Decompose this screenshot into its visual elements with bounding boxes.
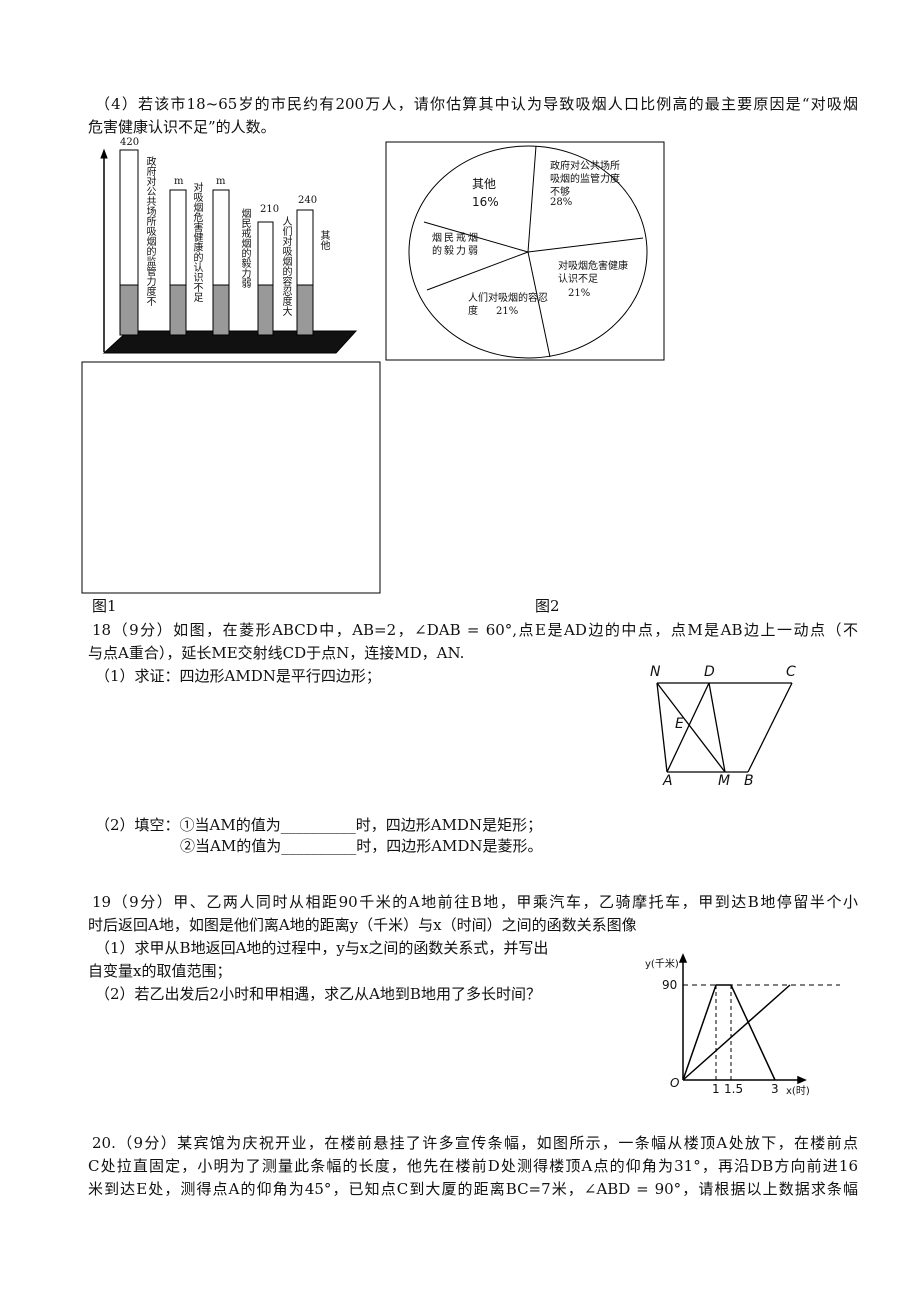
point-label: B: [744, 773, 754, 789]
tick-label: 3: [771, 1082, 779, 1096]
point-label: A: [663, 773, 673, 789]
blank-box: [81, 361, 381, 594]
rhombus-figure: [656, 682, 793, 773]
bar-category: 烟民戒烟的毅力弱: [239, 208, 250, 288]
slice-label: 政府对公共场所吸烟的监管力度不够: [550, 161, 620, 198]
bar-value: m: [216, 176, 226, 187]
slice-label: 对吸烟危害健康认识不足: [558, 261, 628, 285]
pie-figure: [385, 141, 665, 361]
bar-value: 240: [298, 195, 318, 206]
point-label: N: [650, 664, 661, 680]
text-line: 米到达E处，测得点A的仰角为45°，已知点C到大厦的距离BC=7米，∠ABD =…: [88, 1180, 858, 1198]
slice-label: 人们对吸烟的容忍度: [468, 293, 548, 317]
slice-percent: 28%: [550, 197, 573, 208]
text-line: 自变量x的取值范围；: [88, 962, 232, 980]
text-line: （1）求甲从B地返回A地的过程中，y与x之间的函数关系式，并写出: [95, 939, 549, 957]
slice-percent: 16%: [472, 195, 499, 209]
origin-label: O: [670, 1076, 680, 1090]
text-line: 危害健康认识不足”的人数。: [88, 118, 276, 136]
axis-label: x(时): [786, 1086, 810, 1097]
bar-category: 人们对吸烟的容忍度大: [280, 216, 291, 316]
tick-label: 1.5: [724, 1082, 744, 1096]
bar-category: 政府对公共场所吸烟的监管力度不: [144, 156, 155, 306]
point-label: D: [704, 664, 715, 680]
axis-label: y(千米): [645, 959, 679, 970]
text-line: 18（9分）如图，在菱形ABCD中，AB=2，∠DAB = 60°,点E是AD边…: [92, 621, 858, 639]
text-line: （2）填空：①当AM的值为__________时，四边形AMDN是矩形；: [95, 816, 543, 834]
figure-caption: 图2: [535, 597, 560, 615]
slice-percent: 21%: [568, 288, 591, 299]
text-line: 19（9分）甲、乙两人同时从相距90千米的A地前往B地，甲乘汽车，乙骑摩托车，甲…: [92, 893, 858, 911]
tick-label: 90: [662, 978, 678, 992]
text-line: （2）若乙出发后2小时和甲相遇，求乙从A地到B地用了多长时间？: [95, 985, 541, 1003]
point-label: C: [786, 664, 796, 680]
text-line: 时后返回A地，如图是他们离A地的距离y（千米）与x（时间）之间的函数关系图像: [88, 916, 637, 934]
bar-category: 对吸烟危害健康的认识不足: [191, 182, 202, 302]
slice-percent: 21%: [496, 306, 519, 317]
text-line: （1）求证：四边形AMDN是平行四边形；: [95, 667, 381, 685]
text-line: C处拉直固定，小明为了测量此条幅的长度，他先在楼前D处测得楼顶A点的仰角为31°…: [88, 1157, 858, 1175]
figure-caption: 图1: [92, 597, 117, 615]
text-line: （4）若该市18~65岁的市民约有200万人，请你估算其中认为导致吸烟人口比例高…: [95, 95, 858, 113]
bar-value: 420: [120, 137, 140, 148]
text-line: 与点A重合），延长ME交射线CD于点N，连接MD，AN.: [88, 644, 465, 662]
tick-label: 1: [712, 1082, 720, 1096]
bar-value: 210: [260, 204, 280, 215]
bar-category: 其他: [318, 230, 329, 250]
slice-label: 其他: [472, 177, 497, 191]
function-graph: [678, 953, 840, 1085]
point-label: M: [718, 773, 731, 789]
point-label: E: [675, 716, 684, 732]
bar-value: m: [174, 176, 184, 187]
slice-label: 烟民戒烟的毅力弱: [432, 233, 480, 257]
text-line: 20.（9分）某宾馆为庆祝开业，在楼前悬挂了许多宣传条幅，如图所示，一条幅从楼顶…: [92, 1134, 858, 1152]
text-line: ②当AM的值为__________时，四边形AMDN是菱形。: [180, 837, 543, 855]
bar-figure: [100, 148, 358, 354]
